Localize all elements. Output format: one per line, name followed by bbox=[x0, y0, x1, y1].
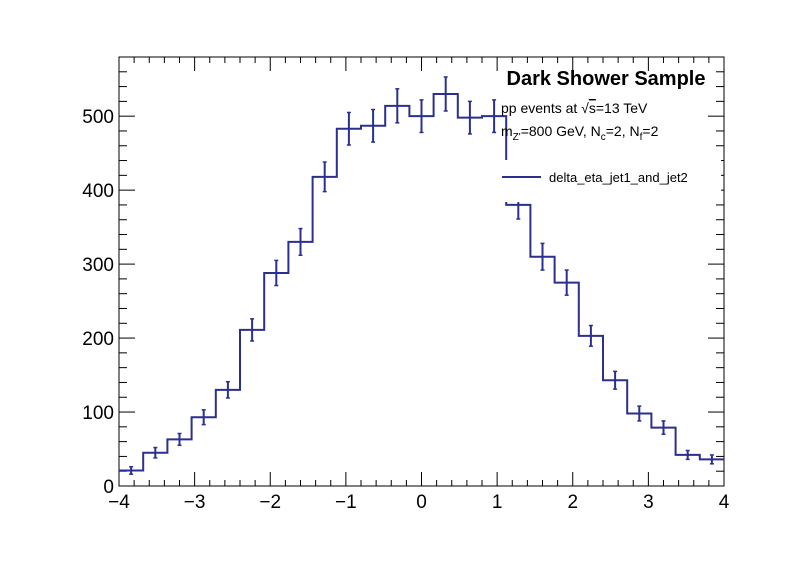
info-mass-symbol: m bbox=[501, 123, 513, 139]
info-energy-prefix: pp events at bbox=[501, 100, 581, 116]
info-energy-suffix: =13 TeV bbox=[596, 100, 648, 116]
data-series bbox=[119, 76, 724, 475]
info-nc-value: =2, N bbox=[606, 123, 640, 139]
x-tick-label: 4 bbox=[719, 492, 730, 513]
info-s-symbol: s bbox=[589, 100, 596, 116]
x-tick-label: −2 bbox=[259, 492, 281, 513]
x-tick-label: −1 bbox=[335, 492, 357, 513]
histogram-step-line bbox=[119, 92, 724, 472]
legend: delta_eta_jet1_and_jet2 bbox=[496, 160, 721, 202]
y-tick-label: 400 bbox=[82, 181, 114, 202]
x-tick-label: 0 bbox=[416, 492, 427, 513]
y-tick-label: 500 bbox=[82, 107, 114, 128]
y-tick-label: 100 bbox=[82, 403, 114, 424]
info-mass-value: =800 GeV, N bbox=[521, 123, 601, 139]
y-tick-label: 300 bbox=[82, 255, 114, 276]
x-tick-label: 3 bbox=[643, 492, 654, 513]
x-tick-label: 2 bbox=[567, 492, 578, 513]
info-mass-subscript: Z' bbox=[513, 132, 521, 143]
legend-label: delta_eta_jet1_and_jet2 bbox=[549, 170, 688, 185]
y-tick-label: 200 bbox=[82, 329, 114, 350]
info-line-energy: pp events at √s=13 TeV bbox=[501, 100, 648, 116]
info-sqrt-symbol: √ bbox=[581, 100, 589, 116]
x-tick-label: 1 bbox=[492, 492, 503, 513]
y-axis: 0 100 200 300 400 500 bbox=[82, 71, 724, 498]
y-tick-label: 0 bbox=[103, 477, 114, 498]
info-nc-subscript: c bbox=[601, 132, 606, 143]
info-nf-value: =2 bbox=[642, 123, 658, 139]
info-nf-subscript: f bbox=[640, 132, 643, 143]
x-tick-label: −3 bbox=[184, 492, 206, 513]
info-line-params: mZ'=800 GeV, Nc=2, Nf=2 bbox=[501, 123, 659, 143]
x-tick-label: −4 bbox=[108, 492, 130, 513]
x-axis: −4 −3 −2 −1 0 1 2 3 4 bbox=[108, 57, 730, 513]
legend-background bbox=[496, 160, 721, 202]
chart-title: Dark Shower Sample bbox=[507, 68, 706, 90]
